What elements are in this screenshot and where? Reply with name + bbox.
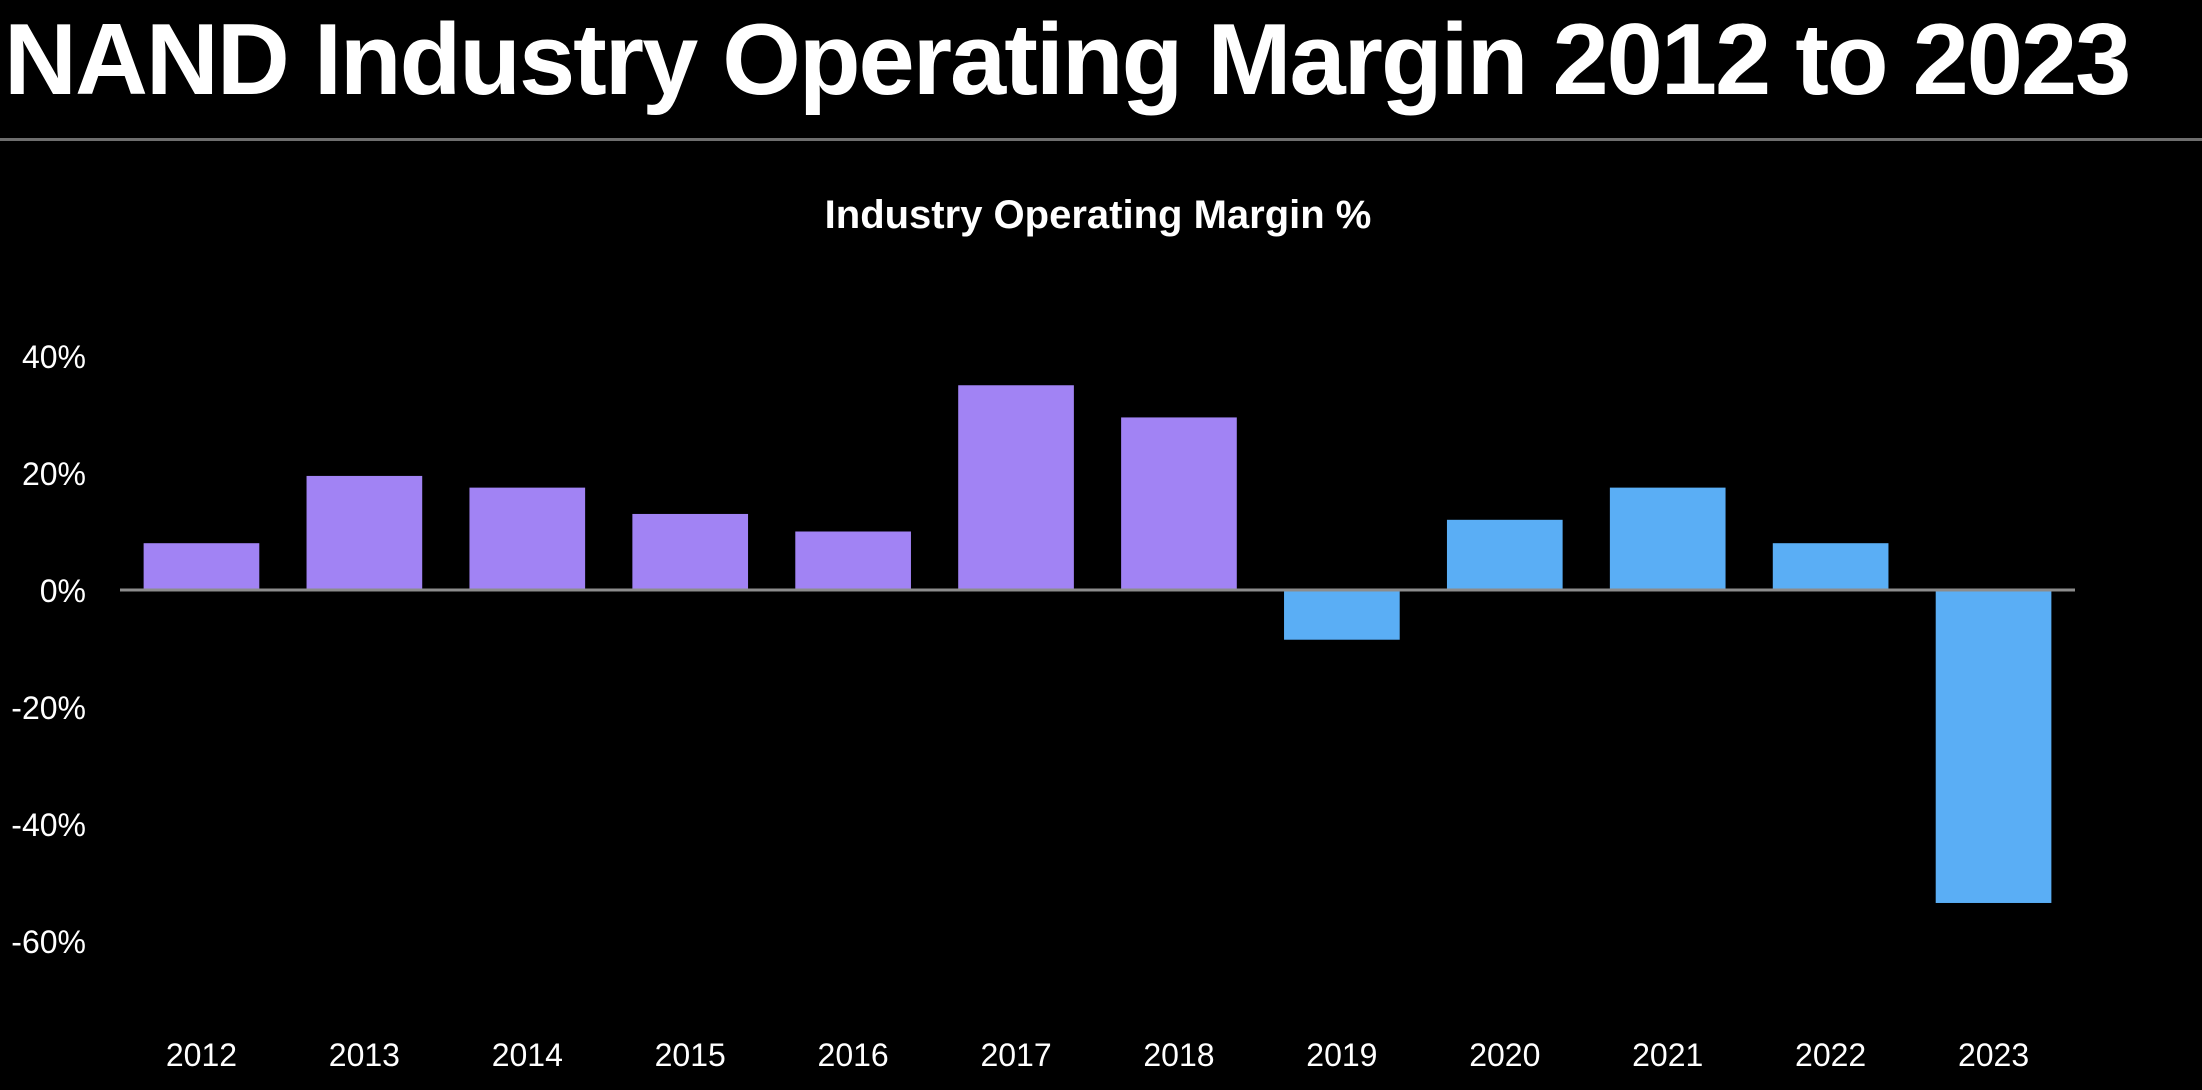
y-tick-label: 20% [22, 456, 86, 492]
y-tick-label: -60% [11, 924, 86, 960]
slide-title: NAND Industry Operating Margin 2012 to 2… [4, 4, 2131, 116]
bar-2016 [795, 531, 911, 590]
bar-2015 [632, 513, 749, 590]
bar-2014 [469, 487, 586, 590]
x-tick-label: 2014 [492, 1037, 563, 1073]
x-tick-label: 2022 [1795, 1037, 1866, 1073]
bar-2019 [1284, 590, 1400, 640]
bar-2021 [1609, 487, 1726, 590]
y-tick-label: -20% [11, 690, 86, 726]
y-tick-label: 0% [40, 573, 86, 609]
bar-2013 [306, 475, 423, 590]
x-tick-label: 2012 [166, 1037, 237, 1073]
y-tick-label: 40% [22, 339, 86, 375]
bars [143, 385, 2052, 903]
chart-title: Industry Operating Margin % [825, 193, 1372, 237]
bar-2020 [1446, 519, 1563, 590]
x-tick-label: 2018 [1143, 1037, 1214, 1073]
bar-2023 [1935, 590, 2052, 903]
bar-2017 [958, 385, 1074, 590]
bar-2012 [143, 543, 260, 590]
x-tick-label: 2017 [980, 1037, 1051, 1073]
x-tick-label: 2020 [1469, 1037, 1540, 1073]
x-axis-tick-labels: 2012 2013 2014 2015 2016 2017 2018 2019 2020 2021… [166, 1037, 2029, 1073]
x-tick-label: 2023 [1958, 1037, 2029, 1073]
bar-2018 [1121, 417, 1237, 590]
title-divider [0, 138, 2202, 141]
x-tick-label: 2013 [329, 1037, 400, 1073]
x-tick-label: 2019 [1306, 1037, 1377, 1073]
x-tick-label: 2015 [655, 1037, 726, 1073]
y-tick-label: -40% [11, 807, 86, 843]
x-tick-label: 2021 [1632, 1037, 1703, 1073]
x-tick-label: 2016 [818, 1037, 889, 1073]
bar-2022 [1772, 543, 1889, 590]
y-axis-tick-labels: 40% 20% 0% -20% -40% -60% [11, 339, 86, 960]
